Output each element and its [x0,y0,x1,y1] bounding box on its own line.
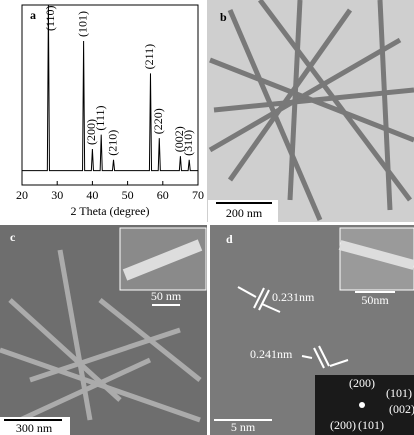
peak-label: (310) [181,130,195,156]
peak-label: (210) [105,130,119,156]
x-axis-label: 2 Theta (degree) [70,204,149,218]
fft-label: (101) [358,418,384,432]
x-tick-label: 60 [157,188,169,202]
figure: 200 nm b 50 nm 300 nm c 50nm 0.231nm 0.2… [0,0,414,435]
lattice-spacing: 0.231nm [272,290,315,304]
lattice-spacing: 0.241nm [250,347,293,361]
scale-bar-label: 300 nm [16,421,53,435]
panel-label: b [220,10,227,24]
peak-label: (110) [43,5,57,31]
scale-bar-label: 200 nm [226,206,263,220]
inset-scale-label: 50nm [361,293,389,307]
fft-center [359,402,365,408]
x-tick-label: 50 [122,188,134,202]
peak-label: (111) [93,105,107,130]
x-tick-label: 30 [51,188,63,202]
peak-label: (211) [142,44,156,70]
fft-label: (200) [349,376,375,390]
panel-label: a [30,8,36,22]
x-tick-label: 70 [192,188,204,202]
x-tick-label: 20 [16,188,28,202]
fft-label: (002) [389,402,414,416]
inset-scale-label: 50 nm [151,289,182,303]
fft-label: (101) [386,386,412,400]
x-tick-label: 40 [86,188,98,202]
scale-bar-label: 5 nm [231,420,256,434]
peak-label: (220) [151,108,165,134]
fft-label: (200) [330,418,356,432]
panel-label: d [226,232,233,246]
peak-label: (101) [75,11,89,37]
panel-label: c [10,230,16,244]
